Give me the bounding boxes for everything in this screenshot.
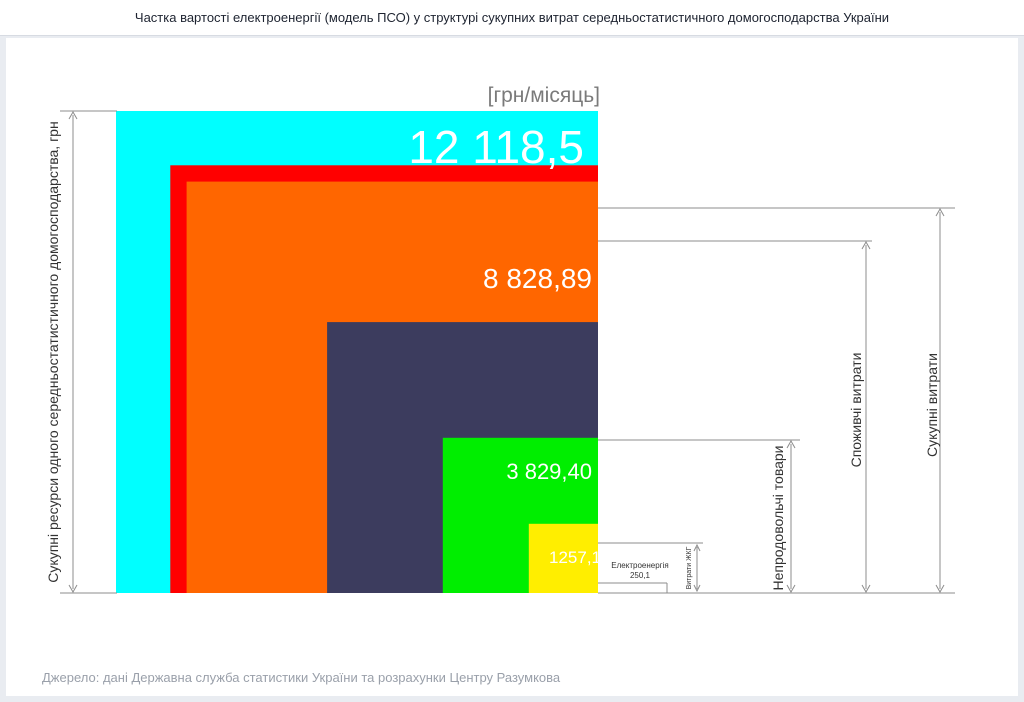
bracket-label-housing: Витрати ЖКГ bbox=[686, 546, 693, 589]
source-note: Джерело: дані Державна служба статистики… bbox=[42, 670, 561, 685]
header-bar: Частка вартості електроенергії (модель П… bbox=[0, 0, 1024, 36]
bracket-label-total: Сукупні витрати bbox=[924, 353, 940, 457]
right-brackets bbox=[598, 207, 955, 594]
bracket-label-consumer: Споживчі витрати bbox=[848, 353, 864, 468]
left-axis-label: Сукупні ресурси одного середньостатистич… bbox=[45, 121, 61, 582]
value-label-housing-expenses: 1257,1 bbox=[549, 548, 601, 567]
unit-label: [грн/місяць] bbox=[488, 84, 600, 107]
value-label-nonfood-goods: 3 829,40 bbox=[506, 459, 592, 484]
electricity-name-label: Електроенергія bbox=[611, 561, 668, 570]
bracket-label-nonfood: Непродовольчі товари bbox=[770, 446, 786, 591]
value-label-consumer-expenses: 8 828,89 bbox=[483, 263, 592, 294]
electricity-value-label: 250,1 bbox=[630, 571, 651, 580]
left-bracket bbox=[60, 110, 117, 594]
value-label-total-resources: 12 118,5 bbox=[408, 121, 584, 173]
square-electricity bbox=[528, 523, 598, 593]
chart-title: Частка вартості електроенергії (модель П… bbox=[134, 10, 890, 25]
